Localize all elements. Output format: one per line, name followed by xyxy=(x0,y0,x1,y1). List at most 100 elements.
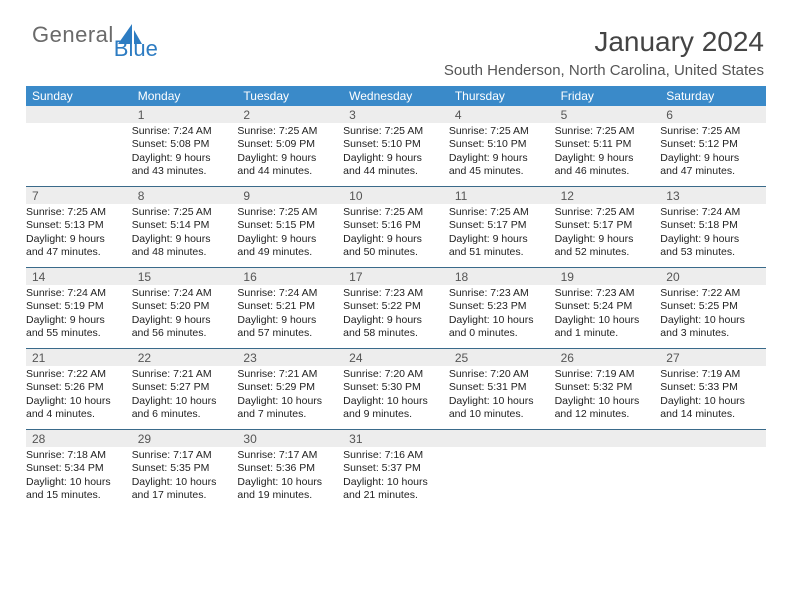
day-info: Sunrise: 7:16 AMSunset: 5:37 PMDaylight:… xyxy=(343,447,449,505)
info-daylight2: and 21 minutes. xyxy=(343,489,447,502)
day-number: 23 xyxy=(237,349,343,366)
info-daylight1: Daylight: 9 hours xyxy=(237,152,341,165)
info-sunrise: Sunrise: 7:25 AM xyxy=(132,206,236,219)
info-sunrise: Sunrise: 7:21 AM xyxy=(237,368,341,381)
info-daylight1: Daylight: 9 hours xyxy=(449,152,553,165)
info-daylight1: Daylight: 10 hours xyxy=(660,395,764,408)
day-number: 18 xyxy=(449,268,555,285)
info-daylight2: and 4 minutes. xyxy=(26,408,130,421)
info-sunset: Sunset: 5:33 PM xyxy=(660,381,764,394)
calendar-cell: 13Sunrise: 7:24 AMSunset: 5:18 PMDayligh… xyxy=(660,187,766,267)
day-info: Sunrise: 7:24 AMSunset: 5:18 PMDaylight:… xyxy=(660,204,766,262)
info-daylight1: Daylight: 10 hours xyxy=(660,314,764,327)
info-sunrise: Sunrise: 7:20 AM xyxy=(343,368,447,381)
info-sunrise: Sunrise: 7:25 AM xyxy=(449,206,553,219)
page-title: January 2024 xyxy=(444,26,764,58)
info-sunset: Sunset: 5:10 PM xyxy=(343,138,447,151)
day-number: 15 xyxy=(132,268,238,285)
day-number: 7 xyxy=(26,187,132,204)
info-sunset: Sunset: 5:12 PM xyxy=(660,138,764,151)
calendar-cell: 6Sunrise: 7:25 AMSunset: 5:12 PMDaylight… xyxy=(660,106,766,186)
day-info: Sunrise: 7:25 AMSunset: 5:14 PMDaylight:… xyxy=(132,204,238,262)
calendar-cell: 9Sunrise: 7:25 AMSunset: 5:15 PMDaylight… xyxy=(237,187,343,267)
calendar-cell: 23Sunrise: 7:21 AMSunset: 5:29 PMDayligh… xyxy=(237,349,343,429)
info-sunrise: Sunrise: 7:25 AM xyxy=(449,125,553,138)
logo-text-general: General xyxy=(32,22,114,48)
info-daylight1: Daylight: 9 hours xyxy=(555,152,659,165)
info-sunrise: Sunrise: 7:20 AM xyxy=(449,368,553,381)
info-daylight1: Daylight: 9 hours xyxy=(343,233,447,246)
day-info: Sunrise: 7:21 AMSunset: 5:29 PMDaylight:… xyxy=(237,366,343,424)
info-sunrise: Sunrise: 7:25 AM xyxy=(555,125,659,138)
info-daylight2: and 53 minutes. xyxy=(660,246,764,259)
day-info: Sunrise: 7:18 AMSunset: 5:34 PMDaylight:… xyxy=(26,447,132,505)
calendar: Sunday Monday Tuesday Wednesday Thursday… xyxy=(26,86,766,510)
info-daylight2: and 14 minutes. xyxy=(660,408,764,421)
info-sunrise: Sunrise: 7:16 AM xyxy=(343,449,447,462)
day-info: Sunrise: 7:25 AMSunset: 5:17 PMDaylight:… xyxy=(449,204,555,262)
day-number: 12 xyxy=(555,187,661,204)
info-sunset: Sunset: 5:34 PM xyxy=(26,462,130,475)
info-sunrise: Sunrise: 7:19 AM xyxy=(555,368,659,381)
day-info xyxy=(26,123,132,127)
day-number: 19 xyxy=(555,268,661,285)
day-number: 22 xyxy=(132,349,238,366)
calendar-cell: 22Sunrise: 7:21 AMSunset: 5:27 PMDayligh… xyxy=(132,349,238,429)
info-sunset: Sunset: 5:37 PM xyxy=(343,462,447,475)
info-daylight1: Daylight: 10 hours xyxy=(237,395,341,408)
day-info: Sunrise: 7:25 AMSunset: 5:15 PMDaylight:… xyxy=(237,204,343,262)
info-sunrise: Sunrise: 7:23 AM xyxy=(555,287,659,300)
info-daylight2: and 44 minutes. xyxy=(343,165,447,178)
info-sunrise: Sunrise: 7:25 AM xyxy=(237,125,341,138)
day-info: Sunrise: 7:22 AMSunset: 5:26 PMDaylight:… xyxy=(26,366,132,424)
day-number: 27 xyxy=(660,349,766,366)
day-info: Sunrise: 7:23 AMSunset: 5:24 PMDaylight:… xyxy=(555,285,661,343)
calendar-cell: 20Sunrise: 7:22 AMSunset: 5:25 PMDayligh… xyxy=(660,268,766,348)
header: January 2024 South Henderson, North Caro… xyxy=(444,26,764,79)
info-sunrise: Sunrise: 7:17 AM xyxy=(132,449,236,462)
calendar-cell: 18Sunrise: 7:23 AMSunset: 5:23 PMDayligh… xyxy=(449,268,555,348)
info-sunrise: Sunrise: 7:25 AM xyxy=(237,206,341,219)
calendar-cell: 11Sunrise: 7:25 AMSunset: 5:17 PMDayligh… xyxy=(449,187,555,267)
info-sunset: Sunset: 5:26 PM xyxy=(26,381,130,394)
calendar-cell: 30Sunrise: 7:17 AMSunset: 5:36 PMDayligh… xyxy=(237,430,343,510)
day-number: 17 xyxy=(343,268,449,285)
day-info xyxy=(555,447,661,451)
info-daylight2: and 3 minutes. xyxy=(660,327,764,340)
info-sunrise: Sunrise: 7:23 AM xyxy=(449,287,553,300)
info-sunset: Sunset: 5:19 PM xyxy=(26,300,130,313)
calendar-week: 28Sunrise: 7:18 AMSunset: 5:34 PMDayligh… xyxy=(26,430,766,510)
calendar-cell: 2Sunrise: 7:25 AMSunset: 5:09 PMDaylight… xyxy=(237,106,343,186)
info-daylight2: and 51 minutes. xyxy=(449,246,553,259)
info-daylight2: and 52 minutes. xyxy=(555,246,659,259)
info-sunset: Sunset: 5:29 PM xyxy=(237,381,341,394)
day-number: 3 xyxy=(343,106,449,123)
info-daylight2: and 12 minutes. xyxy=(555,408,659,421)
day-info: Sunrise: 7:19 AMSunset: 5:33 PMDaylight:… xyxy=(660,366,766,424)
info-sunrise: Sunrise: 7:25 AM xyxy=(555,206,659,219)
info-sunrise: Sunrise: 7:22 AM xyxy=(660,287,764,300)
day-info: Sunrise: 7:25 AMSunset: 5:13 PMDaylight:… xyxy=(26,204,132,262)
calendar-cell xyxy=(449,430,555,510)
info-sunrise: Sunrise: 7:17 AM xyxy=(237,449,341,462)
day-info: Sunrise: 7:25 AMSunset: 5:16 PMDaylight:… xyxy=(343,204,449,262)
calendar-cell: 16Sunrise: 7:24 AMSunset: 5:21 PMDayligh… xyxy=(237,268,343,348)
day-number: 4 xyxy=(449,106,555,123)
day-info: Sunrise: 7:25 AMSunset: 5:09 PMDaylight:… xyxy=(237,123,343,181)
calendar-cell xyxy=(555,430,661,510)
calendar-cell xyxy=(26,106,132,186)
info-daylight2: and 49 minutes. xyxy=(237,246,341,259)
info-daylight2: and 19 minutes. xyxy=(237,489,341,502)
info-daylight1: Daylight: 9 hours xyxy=(132,233,236,246)
info-sunrise: Sunrise: 7:24 AM xyxy=(660,206,764,219)
info-daylight2: and 55 minutes. xyxy=(26,327,130,340)
day-info: Sunrise: 7:25 AMSunset: 5:11 PMDaylight:… xyxy=(555,123,661,181)
calendar-cell: 14Sunrise: 7:24 AMSunset: 5:19 PMDayligh… xyxy=(26,268,132,348)
day-info: Sunrise: 7:19 AMSunset: 5:32 PMDaylight:… xyxy=(555,366,661,424)
calendar-cell: 27Sunrise: 7:19 AMSunset: 5:33 PMDayligh… xyxy=(660,349,766,429)
info-daylight1: Daylight: 9 hours xyxy=(660,233,764,246)
day-number: 25 xyxy=(449,349,555,366)
calendar-cell: 17Sunrise: 7:23 AMSunset: 5:22 PMDayligh… xyxy=(343,268,449,348)
info-sunset: Sunset: 5:24 PM xyxy=(555,300,659,313)
info-daylight1: Daylight: 9 hours xyxy=(449,233,553,246)
